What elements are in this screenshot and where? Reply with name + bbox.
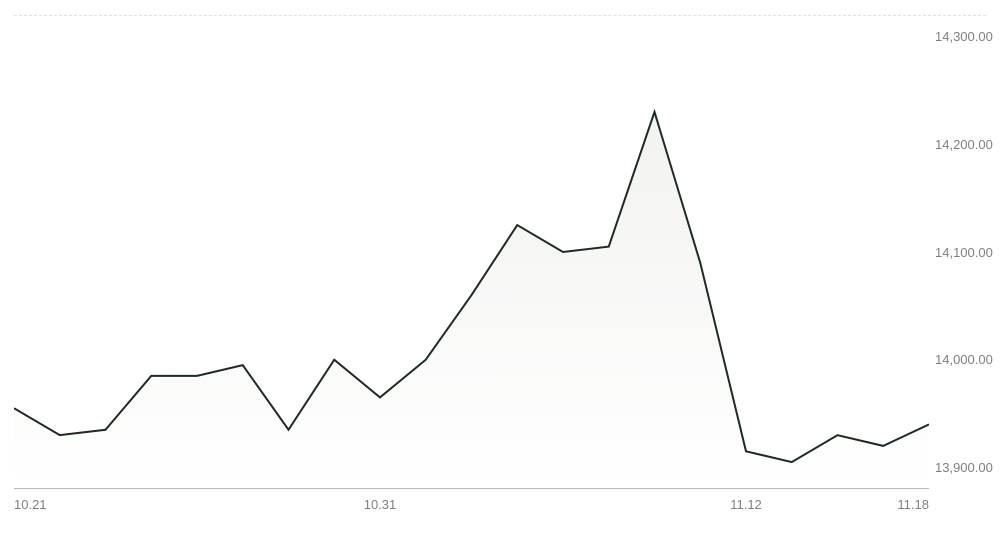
chart-svg (14, 15, 929, 489)
x-tick-label: 10.31 (364, 497, 397, 512)
chart-container: 13,900.00 14,000.00 14,100.00 14,200.00 14,3… (0, 0, 1000, 552)
y-tick-label: 14,200.00 (935, 137, 993, 152)
chart-area-fill (14, 112, 929, 489)
y-tick-label: 14,300.00 (935, 29, 993, 44)
x-tick-label: 11.12 (730, 497, 762, 512)
y-tick-label: 13,900.00 (935, 460, 993, 475)
chart-plot-area[interactable] (14, 15, 929, 489)
x-tick-label: 11.18 (897, 497, 929, 512)
y-tick-label: 14,000.00 (935, 352, 993, 367)
y-tick-label: 14,100.00 (935, 245, 993, 260)
x-tick-label: 10.21 (14, 497, 47, 512)
